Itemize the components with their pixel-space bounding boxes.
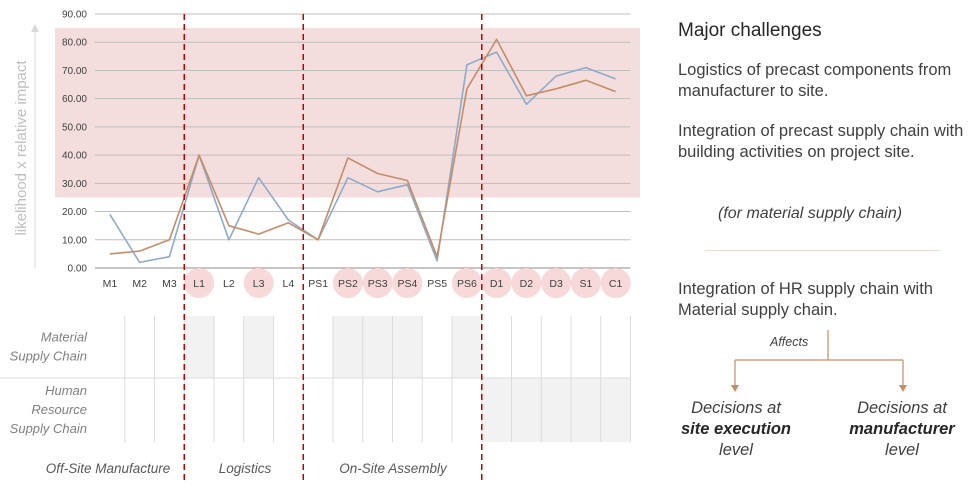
y-tick-label: 0.00: [68, 264, 88, 275]
panel-separator: [706, 250, 940, 251]
series-line-1: [109, 51, 616, 264]
band-rect: [55, 28, 640, 198]
highlight-circle: [541, 268, 572, 298]
row-label-line: Supply Chain: [10, 349, 87, 364]
x-tick-label: PS1: [308, 278, 328, 290]
row-label-line: Supply Chain: [10, 421, 87, 436]
phase-label: Off-Site Manufacture: [46, 461, 171, 476]
x-axis-ticks: M1 M2 M3 L1 L2 L3 L4 PS1 PS2 PS3 PS4 PS5 PS6 D1 D2 D3 S1…: [103, 278, 623, 290]
highlight-circle: [243, 268, 274, 298]
y-tick-label: 60.00: [62, 94, 87, 105]
x-tick-label: PS5: [427, 278, 447, 290]
decision-left-pre: Decisions at: [691, 399, 781, 417]
decision-site-execution: Decisions at site execution level: [678, 398, 794, 461]
challenges-panel: Major challenges Logistics of precast co…: [678, 0, 969, 489]
challenge-integration-hr: Integration of HR supply chain with Mate…: [678, 280, 933, 319]
decision-left-post: level: [719, 441, 753, 459]
series-lines: [109, 38, 616, 264]
highlight-circle: [481, 268, 512, 298]
decision-right-post: level: [885, 441, 919, 459]
x-tick-label: PS3: [368, 278, 388, 290]
y-tick-label: 40.00: [62, 151, 87, 162]
material-shaded-cell: [392, 316, 423, 378]
y-axis-arrow: [31, 24, 39, 268]
material-shaded-cell: [243, 316, 274, 378]
x-tick-label: L4: [283, 278, 295, 290]
decision-left-bold: site execution: [680, 420, 792, 438]
y-tick-label: 90.00: [62, 10, 87, 21]
x-tick-label: S1: [579, 278, 592, 290]
phase-labels: Off-Site Manufacture Logistics On-Site Ass…: [46, 461, 448, 476]
material-supply-note: (for material supply chain): [718, 205, 903, 222]
x-tick-label: D2: [520, 278, 534, 290]
affects-left-arrowhead: [731, 385, 739, 392]
highlight-circle: [392, 268, 423, 298]
highlight-circle: [362, 268, 393, 298]
material-shaded-cell: [362, 316, 393, 378]
affects-right-arrowhead: [899, 385, 907, 392]
series-line-2: [109, 38, 616, 258]
critical-risk-band: [55, 28, 640, 198]
x-tick-label: M1: [103, 278, 118, 290]
challenge-logistics: Logistics of precast components from man…: [678, 61, 952, 100]
hr-shaded-cell: [511, 378, 542, 442]
x-tick-label: PS6: [457, 278, 477, 290]
highlight-circle: [600, 268, 631, 298]
y-arrow-head: [31, 24, 39, 32]
row-label-line: Human: [45, 383, 87, 398]
y-tick-label: 80.00: [62, 38, 87, 49]
x-tick-label: D3: [549, 278, 563, 290]
highlight-circle: [184, 268, 215, 298]
material-shaded-cell: [184, 316, 214, 378]
x-tick-label: M2: [132, 278, 147, 290]
x-tick-label: L3: [253, 278, 265, 290]
material-shaded-cell: [452, 316, 482, 378]
x-tick-label: L1: [193, 278, 205, 290]
y-tick-label: 70.00: [62, 66, 87, 77]
x-tick-label: C1: [609, 278, 623, 290]
highlight-circle: [451, 268, 482, 298]
y-axis-ticks: 0.00 10.00 20.00 30.00 40.00 50.00 60.00 70.00 8…: [62, 10, 87, 275]
phase-dividers: [183, 14, 483, 480]
x-tick-label: D1: [490, 278, 504, 290]
hr-shaded-cell: [481, 378, 512, 442]
panel-title: Major challenges: [678, 20, 822, 41]
row-label-line: Resource: [31, 402, 87, 417]
hr-shaded-cell: [571, 378, 601, 442]
affects-label: Affects: [770, 335, 809, 349]
highlight-circle: [332, 268, 363, 298]
supply-chain-table: [0, 316, 631, 442]
highlight-circle: [511, 268, 542, 298]
row-label-line: Material: [41, 330, 88, 345]
challenge-integration-precast: Integration of precast supply chain with…: [678, 122, 964, 161]
decision-manufacturer: Decisions at manufacturer level: [844, 398, 960, 461]
y-tick-label: 10.00: [62, 235, 87, 246]
x-tick-label: L2: [223, 278, 235, 290]
risk-chart: 0.00 10.00 20.00 30.00 40.00 50.00 60.00 70.00 8…: [0, 10, 640, 480]
x-tick-label: M3: [162, 278, 177, 290]
row-labels: Material Supply Chain Human Resource Supply …: [10, 330, 88, 437]
highlight-circle: [570, 268, 601, 298]
y-tick-label: 30.00: [62, 179, 87, 190]
decision-right-bold: manufacturer: [849, 420, 955, 438]
highlight-circles: [184, 268, 631, 298]
y-axis-label: likelihood x relative impact: [13, 60, 30, 236]
affects-arrows: [731, 330, 907, 392]
phase-label: Logistics: [219, 461, 272, 476]
phase-label: On-Site Assembly: [339, 461, 448, 476]
material-shaded-cell: [333, 316, 363, 378]
y-tick-label: 50.00: [62, 122, 87, 133]
decision-right-pre: Decisions at: [857, 399, 947, 417]
x-tick-label: PS2: [338, 278, 358, 290]
hr-shaded-cell: [541, 378, 571, 442]
x-tick-label: PS4: [397, 278, 417, 290]
y-tick-label: 20.00: [62, 207, 87, 218]
hr-shaded-cell: [600, 378, 631, 442]
